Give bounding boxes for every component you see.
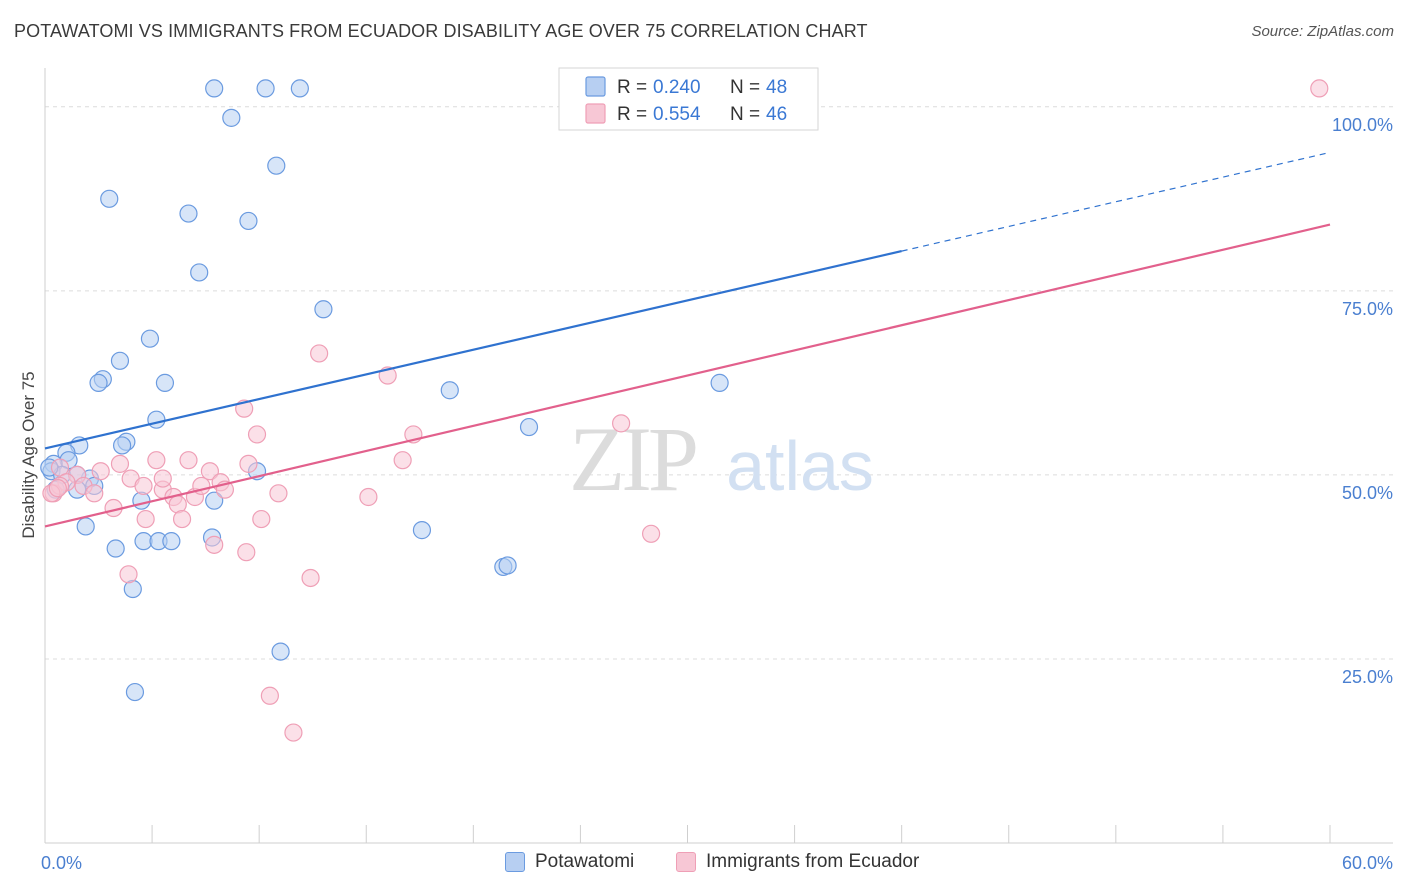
point-s0-2 xyxy=(290,79,309,98)
point-s1-1 xyxy=(310,344,329,363)
point-s1-0 xyxy=(1310,79,1329,98)
y-tick-label-3: 100.0% xyxy=(1332,115,1393,135)
point-s0-13 xyxy=(89,373,108,392)
tick-labels: 25.0% 50.0% 75.0% 100.0% 0.0% 60.0% xyxy=(41,115,1393,873)
legend-swatch-ecuador xyxy=(676,852,696,872)
trend-line-s1 xyxy=(44,223,1331,528)
point-s1-38 xyxy=(237,543,256,562)
point-s1-11 xyxy=(110,454,130,473)
point-s1-29 xyxy=(359,487,378,507)
point-s1-42 xyxy=(260,686,279,705)
legend-item-ecuador: Immigrants from Ecuador xyxy=(676,851,919,873)
point-s1-39 xyxy=(641,524,661,543)
legend-n-value-1: 46 xyxy=(766,104,787,125)
point-s0-41 xyxy=(162,532,181,551)
point-s0-8 xyxy=(190,263,209,282)
point-s1-5 xyxy=(612,414,631,433)
watermark-zip: ZIP xyxy=(569,408,696,510)
trend-lines xyxy=(44,151,1331,528)
watermark-atlas: atlas xyxy=(726,427,874,505)
correlation-legend: R = 0.240 N = 48 R = 0.554 N = 46 xyxy=(558,67,819,131)
point-s0-9 xyxy=(314,300,333,319)
point-s1-45 xyxy=(48,479,67,498)
point-s1-15 xyxy=(239,454,258,473)
point-s0-11 xyxy=(110,351,130,370)
data-points xyxy=(40,79,1329,742)
trend-line-dashed-s0 xyxy=(901,151,1331,252)
point-s0-15 xyxy=(147,410,166,429)
legend-r-value-0: 0.240 xyxy=(653,77,701,98)
legend-item-potawatomi: Potawatomi xyxy=(505,851,634,873)
y-tick-label-2: 75.0% xyxy=(1342,299,1393,319)
legend-r-label-1: R = xyxy=(617,104,647,125)
chart-title: POTAWATOMI VS IMMIGRANTS FROM ECUADOR DI… xyxy=(14,21,868,41)
y-tick-label-0: 25.0% xyxy=(1342,667,1393,687)
point-s0-6 xyxy=(179,204,198,223)
watermark: ZIP atlas xyxy=(569,408,874,510)
point-s0-36 xyxy=(76,517,95,536)
y-tick-label-1: 50.0% xyxy=(1342,483,1393,503)
point-s1-12 xyxy=(147,451,166,470)
source-credit: Source: ZipAtlas.com xyxy=(1251,23,1394,40)
point-s1-14 xyxy=(200,462,220,481)
grid-lines xyxy=(45,106,1393,660)
point-s1-35 xyxy=(172,509,192,529)
point-s1-4 xyxy=(247,425,267,444)
point-s1-13 xyxy=(179,451,198,470)
legend-swatch-top-0 xyxy=(585,76,606,97)
point-s0-42 xyxy=(412,521,432,540)
point-s1-37 xyxy=(205,535,224,554)
point-s0-5 xyxy=(100,189,119,208)
point-s0-35 xyxy=(205,491,224,510)
point-s1-7 xyxy=(393,451,412,470)
point-s0-4 xyxy=(267,156,286,175)
point-s1-22 xyxy=(153,469,172,488)
point-s0-18 xyxy=(519,417,539,437)
x-tick-label-0: 0.0% xyxy=(41,853,82,873)
point-s0-47 xyxy=(125,682,145,702)
point-s0-46 xyxy=(271,642,290,661)
point-s0-14 xyxy=(155,373,175,392)
trend-line-s0 xyxy=(44,250,902,450)
point-s1-20 xyxy=(134,476,153,496)
legend-r-label-0: R = xyxy=(617,77,647,98)
legend-n-value-0: 48 xyxy=(766,77,787,98)
point-s1-36 xyxy=(252,509,271,529)
point-s0-16 xyxy=(440,381,459,400)
legend-swatch-top-1 xyxy=(585,103,606,124)
point-s1-28 xyxy=(269,484,288,503)
legend-label-ecuador: Immigrants from Ecuador xyxy=(706,851,920,872)
point-s0-44 xyxy=(498,556,517,575)
point-s0-17 xyxy=(710,373,729,392)
legend-n-label-0: N = xyxy=(730,77,760,98)
point-s0-0 xyxy=(205,79,224,98)
point-s0-3 xyxy=(222,108,241,127)
legend-r-value-1: 0.554 xyxy=(653,104,701,125)
legend-swatch-potawatomi xyxy=(505,852,525,872)
point-s1-33 xyxy=(136,509,155,529)
point-s1-10 xyxy=(91,462,110,481)
point-s0-7 xyxy=(239,211,258,231)
point-s0-20 xyxy=(112,436,132,455)
legend-n-label-1: N = xyxy=(730,104,760,125)
axes xyxy=(44,68,1393,844)
y-axis-label: Disability Age Over 75 xyxy=(19,371,38,538)
point-s0-1 xyxy=(256,79,275,98)
point-s0-38 xyxy=(106,539,125,558)
point-s1-41 xyxy=(301,568,320,588)
point-s1-43 xyxy=(284,723,303,742)
point-s1-40 xyxy=(119,565,138,584)
point-s1-18 xyxy=(85,484,104,503)
legend-label-potawatomi: Potawatomi xyxy=(535,851,635,872)
x-tick-label-1: 60.0% xyxy=(1342,853,1393,873)
point-s0-10 xyxy=(140,329,160,348)
bottom-legend: Potawatomi Immigrants from Ecuador xyxy=(0,851,1406,879)
